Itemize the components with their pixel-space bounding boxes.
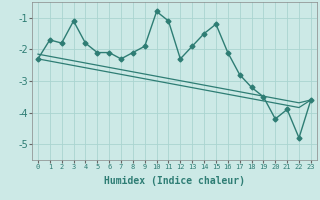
X-axis label: Humidex (Indice chaleur): Humidex (Indice chaleur)	[104, 176, 245, 186]
